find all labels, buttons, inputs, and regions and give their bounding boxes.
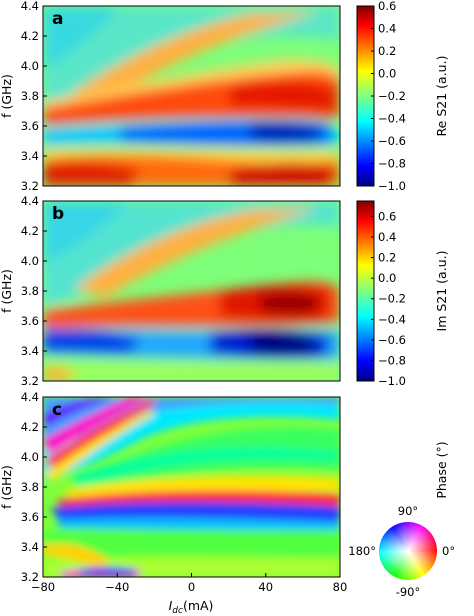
y-tick-label: 3.2 (21, 374, 39, 388)
colorbar-tick-label: −1.0 (378, 374, 406, 388)
colorbar-c-label: Phase (°) (434, 441, 449, 498)
x-axis-c: −80 −40 0 40 80 (31, 573, 347, 594)
y-tick-label: 3.6 (21, 119, 39, 133)
y-axis-title-c: f (GHz) (0, 465, 14, 509)
y-tick-label: 3.6 (21, 314, 39, 328)
y-axis-a: 3.2 3.4 3.6 3.8 4.0 4.2 4.4 (21, 0, 47, 193)
panel-b: b 3.23.43.63.84.04.24.4 f (GHz) 0.60.40.… (0, 194, 449, 388)
phase-wheel-right: 0° (442, 544, 455, 558)
panel-label-a: a (52, 9, 63, 29)
x-tick-label: −80 (31, 580, 55, 594)
colorbar-a-ticks: 0.6 0.4 0.2 0.0 −0.2 −0.4 −0.6 −0.8 −1.0 (371, 0, 406, 193)
panel-a: a 3.23.43.63.84.04.24.4 f (GHz) 0.60.40.… (0, 0, 449, 193)
y-tick-label: 3.8 (21, 89, 39, 103)
y-axis-b: 3.2 3.4 3.6 3.8 4.0 4.2 4.4 (21, 194, 47, 388)
panel-c: c 3.2 3.4 3.6 3.8 4.0 4.2 4.4 −80 −40 0 40 80 f (G… (0, 390, 455, 616)
colorbar-tick-label: 0.0 (378, 67, 396, 81)
x-axis-title-var: I (169, 598, 173, 613)
y-tick-label: 4.2 (21, 29, 39, 43)
x-tick-label: −40 (105, 580, 129, 594)
x-axis-title-sub: dc (172, 606, 183, 616)
colorbar-tick-label: −0.4 (378, 112, 406, 126)
y-tick-label: 4.4 (21, 390, 39, 404)
x-tick-label: 0 (188, 580, 195, 594)
y-axis-title-b: f (GHz) (0, 269, 14, 313)
x-axis-title-unit: (mA) (183, 598, 213, 613)
y-tick-label: 4.4 (21, 194, 39, 208)
y-axis-title-a: f (GHz) (0, 74, 14, 118)
colorbar-tick-label: −0.8 (378, 157, 406, 171)
y-tick-label: 3.4 (21, 540, 39, 554)
colorbar-tick-label: 0.0 (378, 271, 396, 285)
colorbar-tick-label: −0.2 (378, 292, 406, 306)
colorbar-tick-label: −0.2 (378, 89, 406, 103)
colorbar-tick-label: −0.4 (378, 312, 406, 326)
y-tick-label: 4.4 (21, 0, 39, 13)
y-tick-label: 3.6 (21, 510, 39, 524)
phase-wheel-top: 90° (398, 504, 418, 518)
heatmap-b (43, 201, 340, 381)
y-tick-label: 4.0 (21, 254, 39, 268)
y-tick-label: 3.4 (21, 149, 39, 163)
colorbar-tick-label: −0.8 (378, 353, 406, 367)
x-axis-title-c: Idc(mA) (169, 598, 214, 616)
x-tick-label: 40 (258, 580, 273, 594)
panel-label-b: b (52, 204, 64, 224)
heatmap-c (43, 397, 340, 577)
panel-label-c: c (52, 400, 62, 420)
y-tick-label: 4.2 (21, 420, 39, 434)
y-tick-label: 3.8 (21, 284, 39, 298)
heatmap-a (43, 6, 340, 186)
colorbar-tick-label: 0.2 (378, 251, 396, 265)
y-tick-label: 4.0 (21, 59, 39, 73)
y-tick-label: 3.4 (21, 344, 39, 358)
y-tick-label: 3.8 (21, 480, 39, 494)
colorbar-tick-label: −0.6 (378, 333, 406, 347)
colorbar-b-ticks: 0.6 0.4 0.2 0.0 −0.2 −0.4 −0.6 −0.8 −1.0 (371, 209, 406, 388)
y-tick-label: 4.2 (21, 224, 39, 238)
phase-wheel-left: 180° (348, 544, 376, 558)
y-axis-c: 3.2 3.4 3.6 3.8 4.0 4.2 4.4 (21, 390, 47, 584)
colorbar-tick-label: 0.4 (378, 22, 396, 36)
colorbar-tick-label: −1.0 (378, 179, 406, 193)
colorbar-tick-label: 0.4 (378, 230, 396, 244)
phase-wheel-bottom: -90° (396, 585, 421, 599)
colorbar-a-label: Re S21 (a.u.) (434, 56, 449, 137)
phase-wheel-center (379, 522, 437, 580)
colorbar-tick-label: −0.6 (378, 134, 406, 148)
y-tick-label: 3.2 (21, 179, 39, 193)
colorbar-tick-label: 0.6 (378, 0, 396, 13)
y-tick-label: 3.2 (21, 570, 39, 584)
x-tick-label: 80 (333, 580, 348, 594)
phase-wheel: 90° 180° 0° -90° (348, 504, 455, 599)
colorbar-tick-label: 0.6 (378, 209, 396, 223)
colorbar-tick-label: 0.2 (378, 44, 396, 58)
colorbar-b-label: Im S21 (a.u.) (434, 251, 449, 332)
colorbar-b (356, 200, 375, 382)
y-tick-label: 4.0 (21, 450, 39, 464)
